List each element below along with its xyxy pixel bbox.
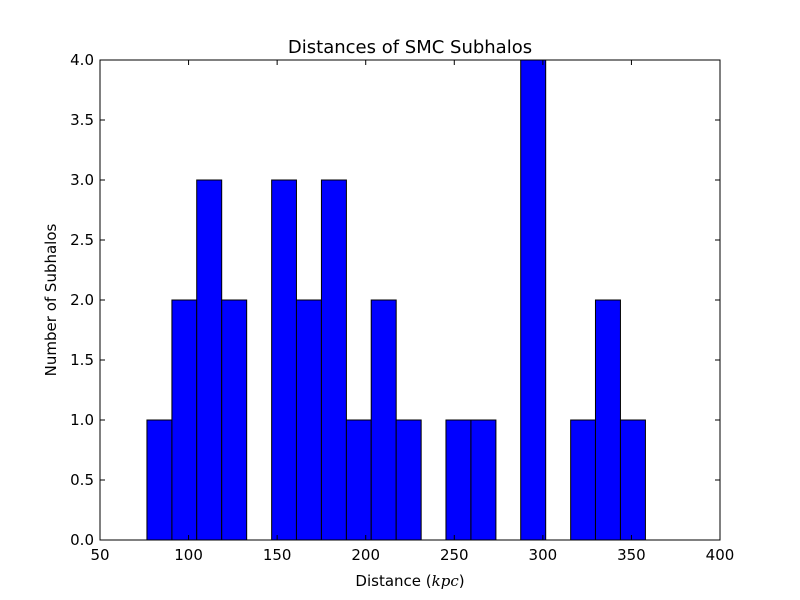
x-tick-label: 100 xyxy=(174,546,203,564)
y-axis-ticks: 0.0 0.5 1.0 1.5 2.0 2.5 3.0 3.5 4.0 xyxy=(70,51,720,549)
y-tick-label: 0.0 xyxy=(70,531,94,549)
x-tick-label: 250 xyxy=(440,546,469,564)
y-tick-label: 2.0 xyxy=(70,291,94,309)
histogram-bar-0 xyxy=(146,419,173,541)
histogram-bar-8 xyxy=(345,419,372,541)
y-axis-label: Number of Subhalos xyxy=(42,223,60,376)
bars-group xyxy=(146,59,646,541)
histogram-bar-19 xyxy=(619,419,646,541)
x-tick-label: 50 xyxy=(90,546,109,564)
x-tick-label: 150 xyxy=(263,546,292,564)
histogram-bar-17 xyxy=(570,419,596,541)
x-axis-label: Distance (kpc) xyxy=(355,572,464,590)
histogram-bar-15 xyxy=(520,59,547,541)
histogram-bar-10 xyxy=(395,419,422,541)
histogram-bar-3 xyxy=(221,299,248,541)
y-tick-label: 1.0 xyxy=(70,411,94,429)
x-tick-label: 200 xyxy=(351,546,380,564)
x-tick-label: 400 xyxy=(706,546,735,564)
x-tick-label: 300 xyxy=(529,546,558,564)
y-tick-label: 3.0 xyxy=(70,171,94,189)
y-tick-label: 4.0 xyxy=(70,51,94,69)
histogram-bar-9 xyxy=(370,299,397,541)
x-axis-label-text: Distance ( xyxy=(355,572,431,590)
chart-title: Distances of SMC Subhalos xyxy=(288,37,532,58)
x-axis-label-close: ) xyxy=(459,572,465,590)
histogram-bar-13 xyxy=(470,419,497,541)
histogram-bar-6 xyxy=(295,299,322,541)
x-tick-label: 350 xyxy=(617,546,646,564)
histogram-bar-12 xyxy=(445,419,472,541)
histogram-bar-18 xyxy=(594,299,621,541)
histogram-bar-7 xyxy=(320,179,347,541)
y-tick-label: 0.5 xyxy=(70,471,94,489)
histogram-bar-5 xyxy=(271,179,297,541)
y-tick-label: 3.5 xyxy=(70,111,94,129)
y-tick-label: 1.5 xyxy=(70,351,94,369)
y-tick-label: 2.5 xyxy=(70,231,94,249)
x-axis-label-unit: kpc xyxy=(432,572,460,590)
histogram-bar-2 xyxy=(196,179,223,541)
histogram-bar-1 xyxy=(171,299,198,541)
x-axis-ticks: 50 100 150 200 250 300 350 400 xyxy=(90,60,734,564)
